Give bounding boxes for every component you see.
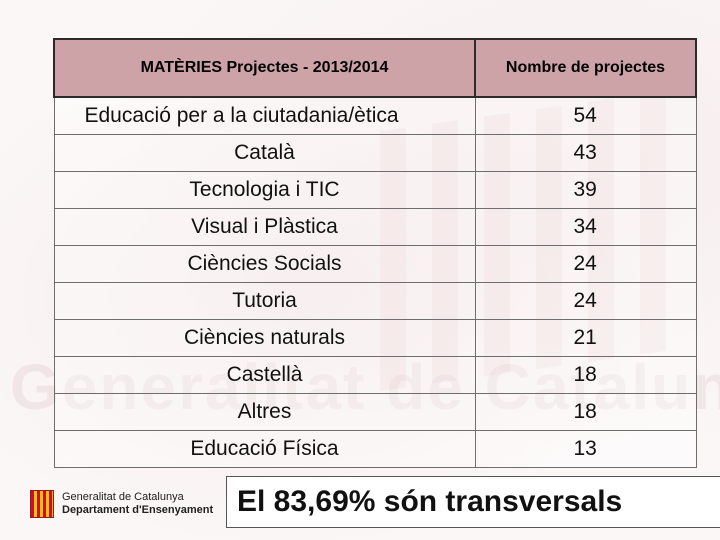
subjects-column-header: MATÈRIES Projectes - 2013/2014 xyxy=(53,38,476,98)
count-cell: 24 xyxy=(474,282,697,320)
table-header-row: MATÈRIES Projectes - 2013/2014 Nombre de… xyxy=(53,38,697,98)
subject-cell: Tutoria xyxy=(53,282,476,320)
table-row: Ciències naturals 21 xyxy=(53,319,697,357)
logo-line-2: Departament d'Ensenyament xyxy=(62,504,214,516)
projects-table: MATÈRIES Projectes - 2013/2014 Nombre de… xyxy=(53,38,697,468)
subject-cell: Català xyxy=(53,134,476,172)
subject-cell: Educació Física xyxy=(53,430,476,468)
subject-cell: Ciències naturals xyxy=(53,319,476,357)
count-cell: 18 xyxy=(474,356,697,394)
count-cell: 24 xyxy=(474,245,697,283)
count-cell: 43 xyxy=(474,134,697,172)
table-row: Castellà 18 xyxy=(53,356,697,394)
generalitat-logo-icon xyxy=(30,490,54,518)
subject-cell: Educació per a la ciutadania/ètica xyxy=(53,96,476,135)
count-cell: 39 xyxy=(474,171,697,209)
table-row: Altres 18 xyxy=(53,393,697,431)
count-cell: 34 xyxy=(474,208,697,246)
table-row: Ciències Socials 24 xyxy=(53,245,697,283)
count-cell: 54 xyxy=(474,96,697,135)
count-cell: 18 xyxy=(474,393,697,431)
generalitat-logo: Generalitat de Catalunya Departament d'E… xyxy=(30,487,213,521)
table-row: Educació Física 13 xyxy=(53,430,697,468)
subject-cell: Tecnologia i TIC xyxy=(53,171,476,209)
table-row: Català 43 xyxy=(53,134,697,172)
subject-cell: Visual i Plàstica xyxy=(53,208,476,246)
logo-text: Generalitat de Catalunya Departament d'E… xyxy=(62,491,213,517)
table-row: Tutoria 24 xyxy=(53,282,697,320)
summary-banner: El 83,69% són transversals xyxy=(226,476,720,528)
count-cell: 13 xyxy=(474,430,697,468)
count-column-header: Nombre de projectes xyxy=(474,38,697,98)
subject-cell: Ciències Socials xyxy=(53,245,476,283)
summary-text: El 83,69% són transversals xyxy=(237,485,623,518)
table-row: Visual i Plàstica 34 xyxy=(53,208,697,246)
table-row: Educació per a la ciutadania/ètica 54 xyxy=(53,96,697,135)
table-row: Tecnologia i TIC 39 xyxy=(53,171,697,209)
subject-cell: Castellà xyxy=(53,356,476,394)
logo-line-1: Generalitat de Catalunya xyxy=(62,491,184,503)
subject-cell: Altres xyxy=(53,393,476,431)
count-cell: 21 xyxy=(474,319,697,357)
